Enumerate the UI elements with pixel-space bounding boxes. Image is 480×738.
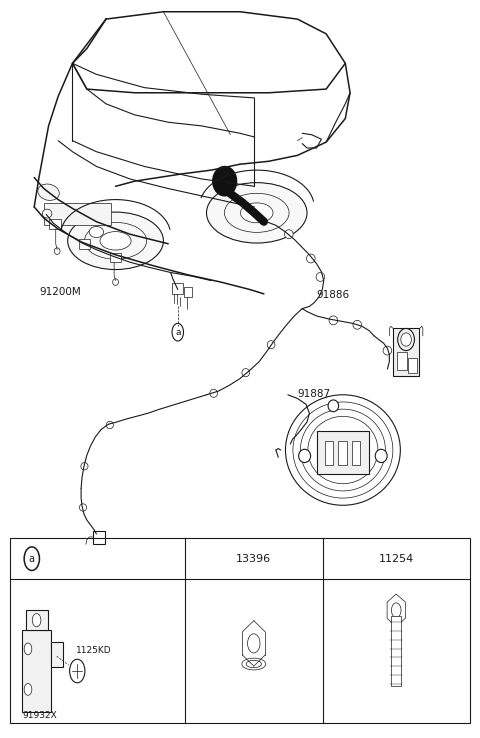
Bar (49, 219, 60, 229)
Ellipse shape (54, 248, 60, 255)
Bar (172, 283, 182, 294)
Ellipse shape (316, 272, 324, 281)
Ellipse shape (100, 232, 131, 250)
Bar (397, 352, 407, 370)
Ellipse shape (267, 341, 275, 349)
Ellipse shape (299, 449, 311, 463)
Circle shape (32, 613, 41, 627)
Ellipse shape (308, 416, 378, 483)
Circle shape (24, 547, 39, 570)
Bar (183, 287, 192, 297)
Ellipse shape (307, 254, 315, 263)
Bar (22, 630, 51, 711)
Polygon shape (213, 167, 237, 196)
Circle shape (24, 643, 32, 655)
Text: 13396: 13396 (236, 554, 271, 564)
Ellipse shape (353, 320, 361, 329)
Bar (44, 203, 111, 225)
Ellipse shape (286, 395, 400, 506)
Ellipse shape (210, 389, 217, 397)
Ellipse shape (240, 203, 273, 223)
Text: a: a (29, 554, 35, 564)
Bar (26, 610, 48, 630)
Ellipse shape (79, 504, 86, 511)
Circle shape (172, 323, 183, 341)
Text: a: a (175, 328, 180, 337)
Ellipse shape (84, 222, 147, 259)
Text: 11254: 11254 (379, 554, 414, 564)
Ellipse shape (329, 316, 337, 325)
Text: 1125KD: 1125KD (76, 646, 111, 655)
Circle shape (70, 659, 85, 683)
Ellipse shape (225, 193, 289, 232)
Bar (110, 252, 121, 262)
Ellipse shape (106, 421, 113, 429)
Text: 91886: 91886 (317, 290, 350, 300)
Bar (408, 358, 417, 373)
Bar (51, 641, 63, 667)
Bar (317, 431, 369, 474)
Ellipse shape (242, 658, 266, 670)
Ellipse shape (328, 400, 338, 412)
Text: 91200M: 91200M (39, 287, 81, 297)
Bar (393, 328, 420, 376)
Polygon shape (387, 594, 405, 627)
Bar (10, 539, 470, 723)
Ellipse shape (383, 346, 392, 355)
Ellipse shape (300, 409, 385, 491)
Bar (79, 239, 90, 249)
Ellipse shape (398, 328, 414, 351)
Ellipse shape (246, 661, 262, 668)
Bar (93, 531, 105, 545)
Bar (324, 441, 333, 465)
Bar (338, 441, 347, 465)
Bar (391, 616, 401, 686)
Text: 91932X: 91932X (22, 711, 57, 720)
Circle shape (391, 603, 401, 618)
Circle shape (248, 634, 260, 653)
Ellipse shape (68, 212, 163, 269)
Ellipse shape (401, 333, 411, 346)
Ellipse shape (81, 463, 88, 470)
Bar (351, 441, 360, 465)
Ellipse shape (375, 449, 387, 463)
Ellipse shape (285, 230, 293, 238)
Ellipse shape (206, 182, 307, 243)
Ellipse shape (42, 209, 52, 218)
Ellipse shape (89, 227, 104, 238)
Ellipse shape (293, 402, 393, 498)
Ellipse shape (38, 184, 60, 201)
Ellipse shape (242, 369, 250, 376)
Ellipse shape (113, 279, 119, 286)
Text: 91887: 91887 (298, 389, 331, 399)
Circle shape (24, 683, 32, 695)
